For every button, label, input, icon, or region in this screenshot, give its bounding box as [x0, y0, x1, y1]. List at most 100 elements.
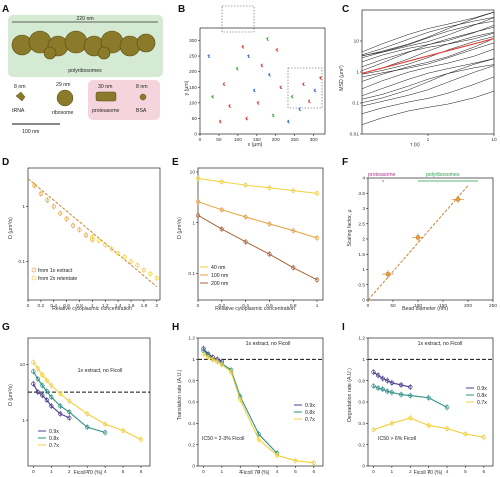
axis-label-x-b: x (μm): [248, 142, 263, 148]
series-line-g-0: [32, 383, 70, 419]
y-tick-label-i: 0: [362, 464, 365, 470]
msd-trajectory: [361, 11, 495, 53]
legend-d-0: from 1x extract: [38, 268, 73, 274]
zoom-box-top: [221, 5, 255, 33]
note-h: IC50 ≈ 2-3% Ficoll: [202, 436, 244, 442]
x-tick-label-f: 100: [414, 303, 422, 309]
particle-track: [211, 94, 215, 99]
f-point: [385, 271, 391, 277]
msd-trajectory: [361, 58, 495, 103]
y-tick-label-b: 200: [189, 69, 197, 75]
y-tick-label-g: 10: [20, 362, 26, 368]
msd-trajectory: [361, 11, 495, 57]
y-tick-label-c: 0.1: [352, 101, 359, 107]
series-i-0-point: [375, 373, 381, 378]
x-tick-label-f: 50: [390, 303, 396, 309]
x-tick-label-h: 2: [239, 469, 242, 475]
series-g-0-point: [49, 403, 54, 409]
y-tick-label-b: 50: [192, 116, 198, 122]
x-tick-label-b: 0: [199, 137, 202, 143]
x-tick-label-i: 0: [372, 469, 375, 475]
axis-label-y-g: D (μm²/s): [8, 384, 14, 406]
legend-marker-d-1: [31, 275, 37, 281]
ref-label-g: 1x extract, no Ficoll: [78, 368, 123, 374]
x-tick-label-i: 4: [446, 469, 449, 475]
legend-h-0: 0.9x: [305, 403, 315, 409]
series-g-1-point: [44, 389, 49, 394]
series-g-2-point: [49, 383, 54, 388]
y-tick-label-i: 0.8: [358, 378, 365, 384]
y-tick-label-i: 1: [362, 357, 365, 363]
trna-shape: [15, 91, 26, 102]
y-tick-label-i: 0.6: [358, 400, 365, 406]
series-i-1-point: [398, 392, 404, 397]
panel-letter-a: A: [2, 4, 9, 15]
series-h-2-point: [219, 362, 225, 367]
particle-track: [271, 113, 275, 118]
axis-label-y-h: Translation rate (A.U.): [177, 369, 183, 420]
particle-track: [267, 72, 271, 77]
plot-frame-e: [197, 167, 324, 301]
series-d-1x-point: [64, 216, 69, 221]
x-tick-label-d: 2: [155, 303, 158, 309]
series-d-1x-point: [83, 233, 89, 238]
panel-a: A 220 nm polyribosomes 8 nm tRNA 29 nm r…: [2, 4, 163, 135]
y-tick-label-f: 2: [362, 237, 365, 243]
y-tick-label-g: 1: [22, 418, 25, 424]
series-g-1-point: [58, 403, 63, 409]
axis-label-x-e: Relative cytoplasmic concentration: [215, 306, 295, 312]
series-e-1-point: [219, 207, 224, 212]
f-point: [415, 235, 421, 240]
series-g-0-point: [31, 381, 36, 386]
series-h-2-point: [274, 453, 280, 458]
legend-h-1: 0.8x: [305, 410, 315, 416]
msd-trajectory: [361, 64, 495, 100]
x-tick-label-i: 3: [427, 469, 430, 475]
panel-letter-b: B: [178, 4, 185, 15]
y-tick-label-h: 0.8: [188, 378, 195, 384]
x-tick-label-d: 0.8: [76, 303, 83, 309]
f-point: [455, 197, 461, 202]
particle-track: [252, 88, 256, 93]
series-h-2-point: [205, 355, 211, 360]
series-g-2-point: [35, 366, 41, 371]
particle-track: [307, 99, 311, 104]
series-e-2-point: [291, 265, 296, 270]
y-tick-label-c: 1: [356, 70, 359, 76]
x-tick-label-h: 4: [276, 469, 279, 475]
fit-line-f: [367, 185, 469, 301]
x-tick-label-b: 50: [216, 137, 222, 143]
series-g-0-point: [40, 393, 45, 398]
x-tick-label-i: 2: [409, 469, 412, 475]
x-tick-label-i: 5: [464, 469, 467, 475]
proteasome-shape: [95, 91, 117, 102]
x-tick-label-g: 2: [68, 469, 71, 475]
plot-frame-f: [367, 177, 494, 301]
y-tick-label-b: 300: [189, 38, 197, 44]
series-g-1-point: [85, 424, 90, 430]
series-e-2-point: [314, 277, 320, 282]
series-g-1-point: [35, 376, 41, 382]
ribosome-label: ribosome: [52, 110, 73, 116]
x-tick-label-h: 0: [202, 469, 205, 475]
x-tick-label-h: 1: [221, 469, 224, 475]
msd-trajectory: [361, 17, 495, 56]
y-tick-label-c: 0.01: [350, 132, 360, 138]
y-tick-label-h: 0: [192, 464, 195, 470]
series-g-1-point: [102, 430, 108, 435]
annotation-proteasome: proteasome: [368, 172, 396, 178]
series-e-0-point: [267, 185, 272, 190]
msd-trajectory: [361, 42, 495, 78]
panel-letter-d: D: [2, 157, 9, 168]
msd-trajectory: [361, 24, 495, 63]
msd-trajectory: [361, 58, 495, 96]
series-line-e-2: [197, 214, 318, 281]
x-tick-label-b: 300: [310, 137, 318, 143]
proteasome-size: 30 nm: [98, 84, 112, 90]
trna-size: 8 nm: [14, 84, 26, 90]
series-g-0-point: [67, 415, 72, 421]
x-tick-label-i: 1: [391, 469, 394, 475]
y-tick-label-f: 2.5: [358, 221, 365, 227]
particle-track: [241, 44, 245, 49]
msd-trajectory: [361, 90, 495, 125]
